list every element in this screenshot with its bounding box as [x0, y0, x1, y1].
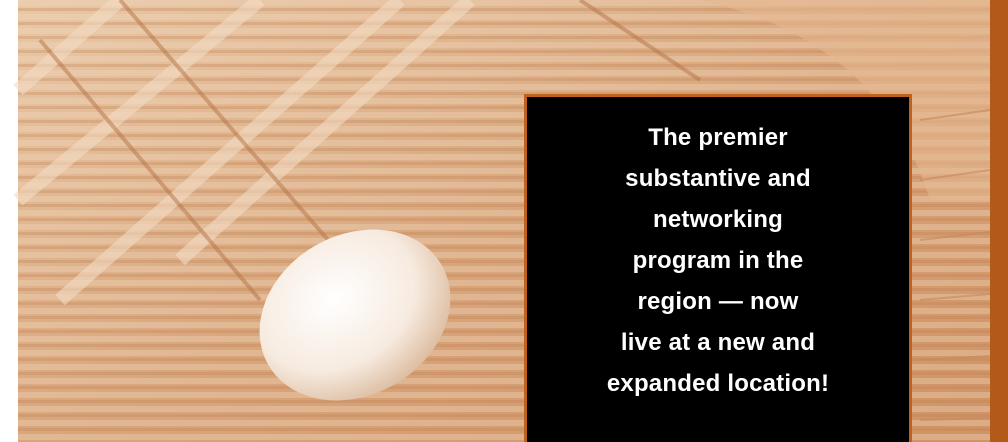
callout-line: region — now	[527, 281, 909, 322]
callout-line: networking	[527, 199, 909, 240]
callout-line: substantive and	[527, 158, 909, 199]
banner: The premier substantive and networking p…	[0, 0, 1008, 442]
callout-text: The premier substantive and networking p…	[527, 117, 909, 404]
callout-line: expanded location!	[527, 363, 909, 404]
callout-box: The premier substantive and networking p…	[524, 94, 912, 442]
callout-line: program in the	[527, 240, 909, 281]
callout-line: The premier	[527, 117, 909, 158]
callout-line: live at a new and	[527, 322, 909, 363]
